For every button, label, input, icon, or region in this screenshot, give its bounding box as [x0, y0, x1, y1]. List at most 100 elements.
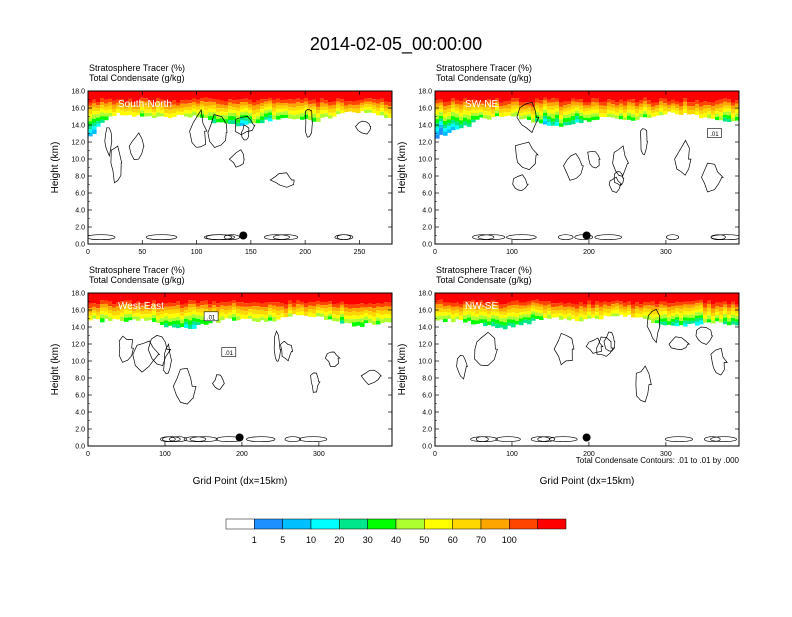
- panel-1-plot: South-North 0.0 2.0 4.0 6.0 8.0 10.0 12.0 14.0 16…: [50, 89, 393, 256]
- colorbar-label: 60: [448, 535, 458, 545]
- colorbar-label: 50: [419, 535, 429, 545]
- contour-low: [665, 234, 680, 241]
- y-tick-label: 8.0: [422, 376, 432, 383]
- panel-3-var-line2: Total Condensate (g/kg): [89, 275, 185, 285]
- panel-4-var-line1: Stratosphere Tracer (%): [436, 265, 532, 275]
- y-tick-label: 16.0: [418, 308, 432, 315]
- condensate-contours: [472, 101, 739, 241]
- contour-cell: [608, 176, 623, 193]
- contour-label-box: [707, 128, 722, 138]
- y-tick-label: 4.0: [422, 208, 432, 215]
- y-tick-label: 14.0: [71, 123, 85, 130]
- contour-low: [223, 234, 240, 241]
- contour-low: [477, 234, 506, 241]
- y-tick-label: 2.0: [422, 225, 432, 232]
- y-tick-label: 4.0: [422, 410, 432, 417]
- panel-3-plot: .01 .01 West-East 0.0 2.0 4.0 6.0 8.0 10.0 12.0 14…: [50, 291, 393, 487]
- contour-cell: [104, 127, 113, 158]
- contour-cell: [163, 343, 172, 375]
- contour-cell: [710, 347, 728, 376]
- y-axis-label: Height (km): [50, 142, 61, 194]
- contour-cell: [212, 374, 225, 390]
- colorbar: 1 5 10 20 30 40 50 60 70 100: [225, 518, 567, 545]
- contour-cell: [273, 330, 282, 362]
- colorbar-swatch: [452, 518, 482, 530]
- y-tick-label: 0.0: [75, 444, 85, 451]
- y-tick-label: 6.0: [422, 393, 432, 400]
- y-tick-label: 10.0: [71, 157, 85, 164]
- contour-cell: [515, 141, 539, 170]
- contour-cell: [701, 162, 724, 193]
- colorbar-label: 1: [252, 535, 257, 545]
- y-tick-label: 0.0: [422, 242, 432, 249]
- contour-low: [704, 436, 721, 443]
- x-tick-label: 100: [506, 451, 518, 458]
- contour-cell: [674, 139, 692, 176]
- y-tick-label: 4.0: [75, 208, 85, 215]
- colorbar-swatch: [367, 518, 397, 530]
- y-tick-label: 6.0: [75, 191, 85, 198]
- y-tick-label: 12.0: [71, 342, 85, 349]
- contour-low: [530, 436, 551, 443]
- y-axis-label: Height (km): [397, 344, 408, 396]
- condensate-contours: [456, 308, 737, 443]
- contour-cell: [128, 132, 145, 161]
- contour-low: [594, 234, 622, 241]
- tracer-field: [88, 91, 392, 137]
- contour-cell: [360, 369, 383, 386]
- y-tick-label: 6.0: [422, 191, 432, 198]
- colorbar-swatch: [424, 518, 453, 530]
- tracer-field: [435, 293, 739, 330]
- contour-cell: [456, 355, 468, 380]
- x-tick-label: 0: [433, 249, 437, 256]
- y-tick-label: 18.0: [418, 291, 432, 298]
- x-tick-label: 200: [236, 451, 248, 458]
- contour-cell: [207, 114, 228, 148]
- panel-1-var-line2: Total Condensate (g/kg): [89, 73, 185, 83]
- panel-4-var-line2: Total Condensate (g/kg): [436, 275, 532, 285]
- condensate-contours: [88, 108, 372, 241]
- y-tick-label: 14.0: [71, 325, 85, 332]
- colorbar-swatch: [339, 518, 368, 530]
- contour-cell: [613, 171, 625, 187]
- contour-cell: [695, 326, 714, 345]
- x-tick-label: 100: [506, 249, 518, 256]
- y-tick-label: 0.0: [422, 444, 432, 451]
- contour-cell: [635, 365, 652, 403]
- colorbar-swatch: [537, 518, 567, 530]
- x-tick-label: 250: [354, 249, 366, 256]
- panel-label: SW-NE: [465, 99, 498, 110]
- y-tick-label: 12.0: [418, 342, 432, 349]
- y-tick-label: 8.0: [75, 376, 85, 383]
- contour-cell: [132, 340, 161, 373]
- contour-low: [145, 234, 178, 241]
- panel-2-var-line1: Stratosphere Tracer (%): [436, 63, 532, 73]
- contour-cell: [280, 340, 294, 362]
- contour-cell: [596, 336, 614, 357]
- location-marker: [239, 231, 248, 240]
- tracer-field: [88, 293, 392, 329]
- colorbar-label: 70: [476, 535, 486, 545]
- y-tick-label: 18.0: [71, 291, 85, 298]
- y-tick-label: 2.0: [75, 427, 85, 434]
- contour-low: [495, 436, 521, 443]
- contour-cell: [234, 116, 256, 136]
- panel-south-north: Stratosphere Tracer (%) Total Condensate…: [50, 63, 393, 256]
- y-tick-label: 12.0: [418, 140, 432, 147]
- contour-cell: [612, 145, 630, 177]
- contour-cell: [646, 308, 661, 344]
- contour-cell: [269, 172, 295, 188]
- x-tick-label: 150: [245, 249, 257, 256]
- location-marker: [582, 231, 591, 240]
- contour-low: [160, 436, 176, 443]
- colorbar-label: 40: [391, 535, 401, 545]
- x-tick-label: 100: [159, 451, 171, 458]
- colorbar-label: 5: [280, 535, 285, 545]
- y-tick-label: 8.0: [75, 174, 85, 181]
- x-tick-label: 200: [299, 249, 311, 256]
- contour-low: [203, 234, 236, 241]
- contour-low: [472, 234, 495, 241]
- colorbar-label: 100: [502, 535, 517, 545]
- contour-low: [273, 234, 299, 241]
